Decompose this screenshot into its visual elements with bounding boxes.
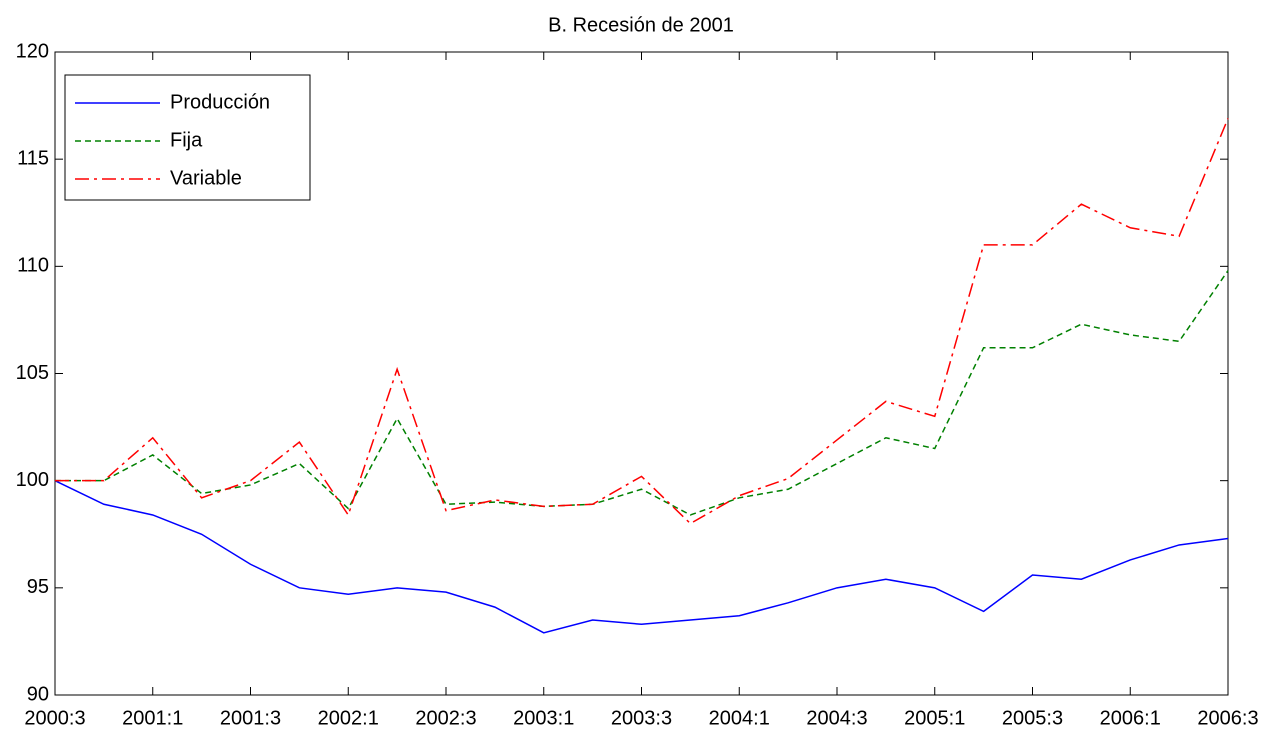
x-tick-label: 2006:1	[1100, 707, 1161, 729]
y-tick-label: 95	[27, 576, 49, 598]
y-tick-label: 115	[17, 147, 49, 169]
x-tick-label: 2001:3	[220, 707, 281, 729]
legend-label: Variable	[170, 167, 242, 189]
x-tick-label: 2006:3	[1197, 707, 1258, 729]
y-tick-label: 100	[16, 469, 49, 491]
y-tick-label: 110	[17, 255, 49, 277]
y-tick-label: 120	[16, 40, 49, 62]
series-line	[54, 479, 1229, 634]
y-tick-label: 90	[27, 683, 49, 705]
legend: Producción Fija Variable	[64, 74, 311, 201]
x-tick-label: 2002:1	[318, 707, 379, 729]
x-tick-label: 2005:3	[1002, 707, 1063, 729]
x-tick-label: 2003:1	[513, 707, 574, 729]
x-tick-label: 2003:3	[611, 707, 672, 729]
legend-label: Producción	[170, 91, 270, 113]
x-tick-label: 2004:3	[806, 707, 867, 729]
x-tick-label: 2005:1	[904, 707, 965, 729]
x-tick-label: 2004:1	[709, 707, 770, 729]
x-tick-label: 2002:3	[415, 707, 476, 729]
y-tick-label: 105	[16, 362, 49, 384]
series-line	[55, 270, 1229, 516]
x-tick-label: 2000:3	[24, 707, 85, 729]
series-line	[55, 118, 1229, 525]
legend-label: Fija	[170, 129, 203, 151]
x-tick-label: 2001:1	[122, 707, 183, 729]
chart-title: B. Recesión de 2001	[548, 14, 734, 36]
